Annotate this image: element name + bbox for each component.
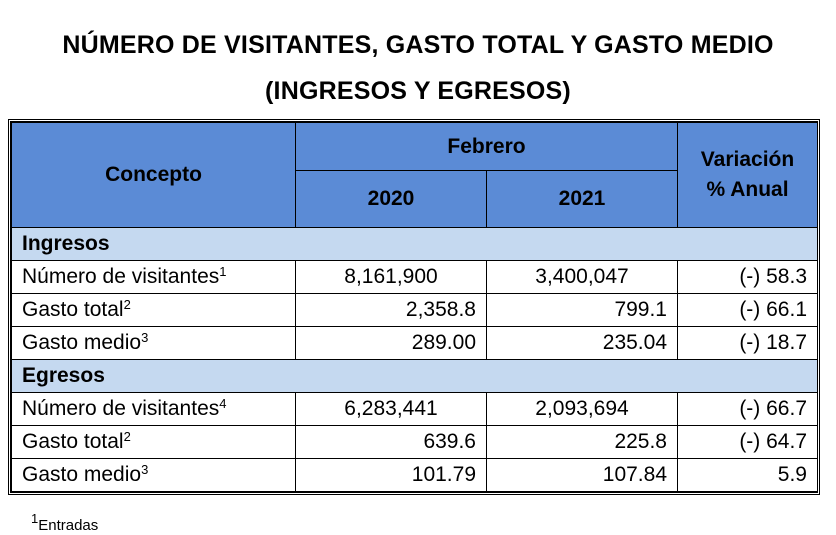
value-2021: 235.04 <box>486 326 678 360</box>
header-variation-line1: Variación <box>700 148 795 171</box>
variation-value: (-) 58.3 <box>677 260 818 294</box>
header-month: Febrero <box>295 122 678 171</box>
value-2020: 289.00 <box>295 326 487 360</box>
value-2020: 8,161,900 <box>295 260 487 294</box>
value-2020: 101.79 <box>295 458 487 492</box>
row-label: Gasto total2 <box>11 425 296 459</box>
statistics-table: Concepto Febrero Variación % Anual 2020 … <box>11 122 818 492</box>
variation-value: 5.9 <box>677 458 818 492</box>
table-row: Número de visitantes1 8,161,900 3,400,04… <box>11 260 818 294</box>
value-2021: 107.84 <box>486 458 678 492</box>
header-year-2021: 2021 <box>486 170 678 228</box>
row-label: Número de visitantes4 <box>11 392 296 426</box>
table-row: Gasto medio3 101.79 107.84 5.9 <box>11 458 818 492</box>
variation-value: (-) 66.7 <box>677 392 818 426</box>
section-ingresos: Ingresos <box>11 227 818 261</box>
value-2020: 6,283,441 <box>295 392 487 426</box>
value-2021: 225.8 <box>486 425 678 459</box>
table-row: Gasto total2 639.6 225.8 (-) 64.7 <box>11 425 818 459</box>
table-row: Número de visitantes4 6,283,441 2,093,69… <box>11 392 818 426</box>
row-label: Número de visitantes1 <box>11 260 296 294</box>
value-2021: 799.1 <box>486 293 678 327</box>
row-label: Gasto medio3 <box>11 458 296 492</box>
section-egresos: Egresos <box>11 359 818 393</box>
statistics-table-frame: Concepto Febrero Variación % Anual 2020 … <box>8 119 820 495</box>
table-row: Gasto medio3 289.00 235.04 (-) 18.7 <box>11 326 818 360</box>
header-concepto: Concepto <box>11 122 296 228</box>
header-variation-line2: % Anual <box>706 178 789 201</box>
variation-value: (-) 66.1 <box>677 293 818 327</box>
table-row: Gasto total2 2,358.8 799.1 (-) 66.1 <box>11 293 818 327</box>
value-2020: 639.6 <box>295 425 487 459</box>
header-year-2020: 2020 <box>295 170 487 228</box>
value-2020: 2,358.8 <box>295 293 487 327</box>
value-2021: 3,400,047 <box>486 260 678 294</box>
page-title: NÚMERO DE VISITANTES, GASTO TOTAL Y GAST… <box>62 31 774 59</box>
footnote: 1Entradas <box>31 511 99 534</box>
variation-value: (-) 18.7 <box>677 326 818 360</box>
variation-value: (-) 64.7 <box>677 425 818 459</box>
value-2021: 2,093,694 <box>486 392 678 426</box>
page-subtitle: (INGRESOS Y EGRESOS) <box>265 77 571 105</box>
row-label: Gasto total2 <box>11 293 296 327</box>
row-label: Gasto medio3 <box>11 326 296 360</box>
header-variation: Variación % Anual <box>677 122 818 228</box>
